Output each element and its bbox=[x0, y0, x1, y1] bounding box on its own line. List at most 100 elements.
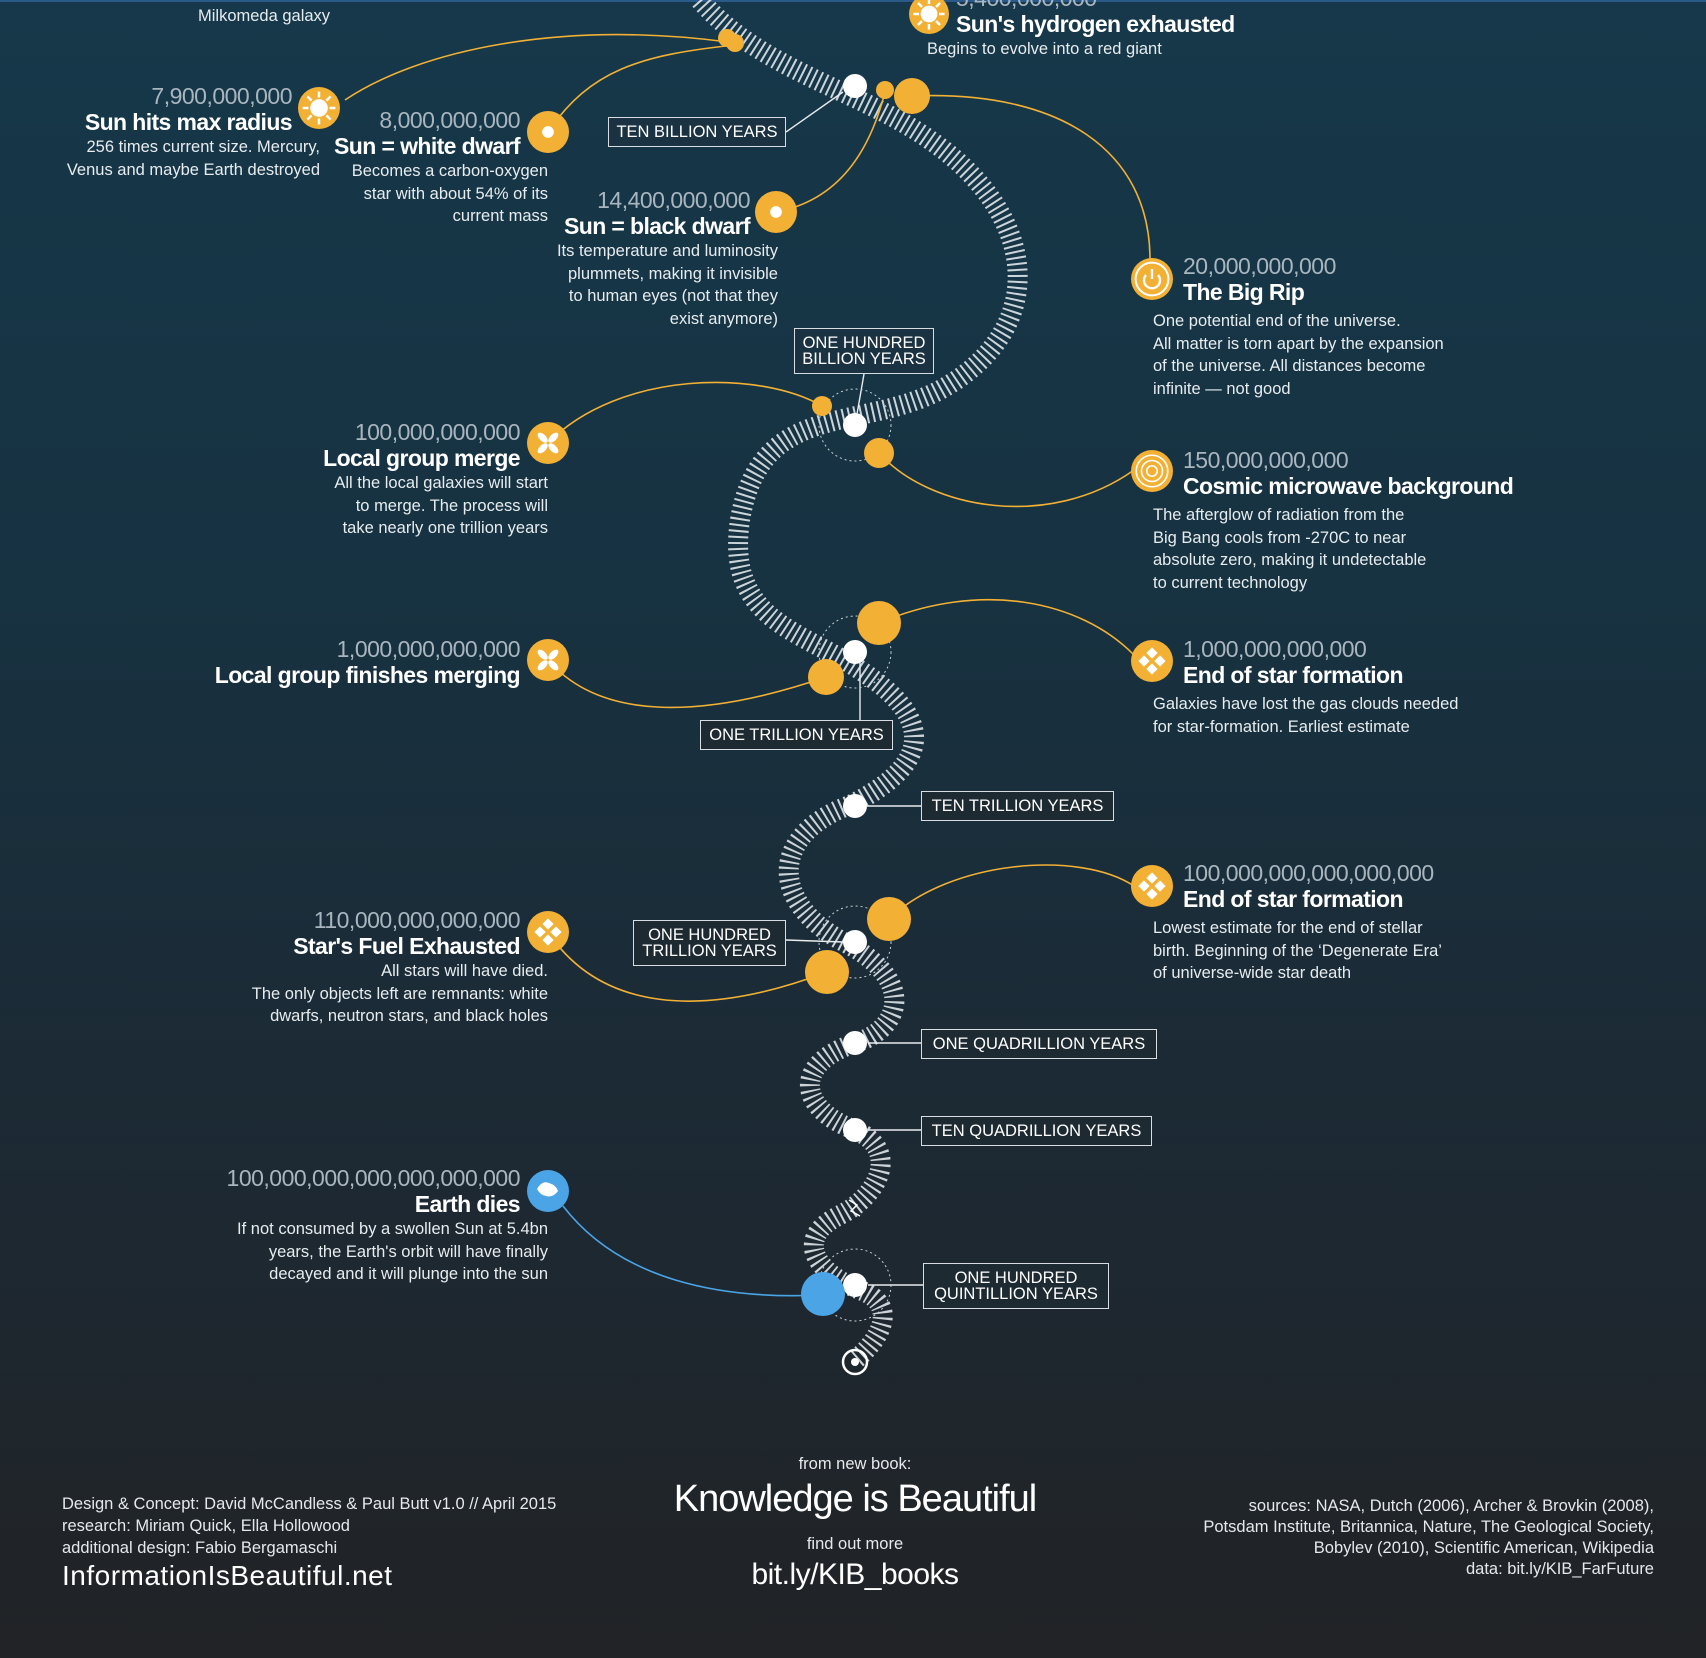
event-end-star-formation-lowest: 100,000,000,000,000,000 End of star form… bbox=[1153, 860, 1442, 983]
local-group-merge-icon bbox=[527, 422, 569, 464]
event-dot-5 bbox=[864, 438, 894, 468]
event-hydrogen-exhausted: 5,400,000,000 Sun's hydrogen exhausted B… bbox=[927, 0, 1235, 58]
milestone-hundred-quintillion: ONE HUNDRED QUINTILLION YEARS bbox=[923, 1263, 1109, 1309]
local-group-merge-icon-petal-1 bbox=[537, 443, 548, 454]
local-group-finishes-icon-petal-0 bbox=[548, 660, 559, 671]
data-link[interactable]: data: bit.ly/KIB_FarFuture bbox=[1465, 1560, 1654, 1578]
milestone-ten-quadrillion: TEN QUADRILLION YEARS bbox=[921, 1116, 1152, 1146]
earth-dies-icon bbox=[527, 1170, 569, 1212]
stars-fuel-icon-diamond-3 bbox=[534, 926, 546, 938]
hydrogen-exhausted-icon-ray-3 bbox=[917, 20, 923, 26]
event-end-star-formation-earliest: 1,000,000,000,000 End of star formation … bbox=[1153, 636, 1459, 736]
credits: Design & Concept: David McCandless & Pau… bbox=[62, 1495, 557, 1591]
milestone-node-4 bbox=[843, 930, 867, 954]
milestone-hundred-billion: ONE HUNDRED BILLION YEARS bbox=[794, 328, 934, 374]
local-group-finishes-icon-petal-1 bbox=[537, 660, 548, 671]
milestone-node-0 bbox=[843, 74, 867, 98]
node-ring-2 bbox=[818, 905, 892, 979]
cmb-icon-ring-0 bbox=[1135, 454, 1169, 488]
milestone-node-2 bbox=[843, 640, 867, 664]
local-group-merge-icon-petal-0 bbox=[548, 443, 559, 454]
big-rip-icon bbox=[1131, 258, 1173, 300]
max-radius-icon bbox=[298, 87, 340, 129]
end-star-formation-icon-1-diamond-3 bbox=[1138, 655, 1150, 667]
end-star-formation-icon-2-diamond-0 bbox=[1146, 872, 1158, 884]
node-ring-0 bbox=[818, 388, 892, 462]
milestone-node-3 bbox=[843, 794, 867, 818]
node-ring-1 bbox=[818, 615, 892, 689]
max-radius-icon-ray-7 bbox=[325, 95, 332, 102]
hydrogen-exhausted-icon-core bbox=[920, 5, 938, 23]
milestone-node-6 bbox=[843, 1118, 867, 1142]
galaxy-label: Milkomeda galaxy bbox=[198, 7, 331, 25]
local-group-finishes-icon-bg bbox=[527, 639, 569, 681]
milestone-node-1 bbox=[843, 413, 867, 437]
connector-earth-dies bbox=[562, 1205, 824, 1297]
end-star-formation-icon-2-bg bbox=[1131, 865, 1173, 907]
event-dot-6 bbox=[857, 601, 901, 645]
earth-dot bbox=[801, 1272, 845, 1316]
local-group-finishes-icon-petal-3 bbox=[548, 649, 559, 660]
connector-cmb bbox=[878, 452, 1135, 508]
max-radius-icon-ray-3 bbox=[306, 114, 313, 121]
event-big-rip: 20,000,000,000 The Big Rip One potential… bbox=[1153, 253, 1444, 398]
milestone-one-quadrillion: ONE QUADRILLION YEARS bbox=[921, 1029, 1157, 1059]
connector-end-star-formation-1 bbox=[878, 598, 1135, 656]
event-white-dwarf: 8,000,000,000 Sun = white dwarf Becomes … bbox=[334, 107, 548, 226]
event-local-group-merge: 100,000,000,000 Local group merge All th… bbox=[323, 419, 548, 538]
book-link[interactable]: bit.ly/KIB_books bbox=[751, 1558, 959, 1591]
end-star-formation-icon-2 bbox=[1131, 865, 1173, 907]
milestone-one-trillion: ONE TRILLION YEARS bbox=[700, 720, 893, 750]
connector-local-group-finishes bbox=[547, 659, 827, 709]
milestone-leader-0 bbox=[785, 91, 844, 133]
event-dot-4 bbox=[812, 396, 832, 416]
hydrogen-exhausted-icon-ray-7 bbox=[935, 2, 941, 8]
connector-big-rip bbox=[911, 94, 1151, 261]
event-earth-dies: 100,000,000,000,000,000,000 Earth dies I… bbox=[226, 1165, 548, 1284]
max-radius-icon-core bbox=[310, 99, 328, 117]
site-link[interactable]: InformationIsBeautiful.net bbox=[62, 1560, 393, 1591]
book-promo: from new book: Knowledge is Beautiful fi… bbox=[650, 1455, 1060, 1592]
event-dot-7 bbox=[808, 659, 844, 695]
cmb-icon-ring-1 bbox=[1140, 459, 1164, 483]
end-star-formation-icon-1-diamond-0 bbox=[1146, 647, 1158, 659]
earth-dies-icon-land bbox=[537, 1182, 558, 1197]
milestone-ten-billion: TEN BILLION YEARS bbox=[608, 117, 786, 147]
node-ring-3 bbox=[818, 1248, 892, 1322]
connector-stars-fuel bbox=[547, 931, 828, 1002]
black-dwarf-icon bbox=[755, 191, 797, 233]
hydrogen-exhausted-icon-ray-1 bbox=[935, 20, 941, 26]
milestone-ten-trillion: TEN TRILLION YEARS bbox=[921, 791, 1114, 821]
stars-fuel-icon-diamond-2 bbox=[542, 934, 554, 946]
event-dot-1 bbox=[726, 34, 744, 52]
event-black-dwarf: 14,400,000,000 Sun = black dwarf Its tem… bbox=[556, 187, 778, 328]
sources: sources: NASA, Dutch (2006), Archer & Br… bbox=[1094, 1496, 1654, 1580]
stars-fuel-icon bbox=[527, 911, 569, 953]
end-star-formation-icon-1-diamond-2 bbox=[1146, 663, 1158, 675]
end-star-formation-icon-1-bg bbox=[1131, 640, 1173, 682]
max-radius-icon-ray-5 bbox=[306, 95, 313, 102]
event-dot-3 bbox=[894, 78, 930, 114]
end-star-formation-icon-1 bbox=[1131, 640, 1173, 682]
event-local-group-finishes: 1,000,000,000,000 Local group finishes m… bbox=[214, 636, 521, 689]
local-group-finishes-icon bbox=[527, 639, 569, 681]
connector-max-radius bbox=[344, 33, 729, 101]
end-star-formation-icon-2-diamond-2 bbox=[1146, 888, 1158, 900]
top-border bbox=[0, 0, 1706, 2]
milestone-node-5 bbox=[843, 1031, 867, 1055]
end-target-center bbox=[851, 1358, 859, 1366]
event-dot-9 bbox=[805, 950, 849, 994]
hydrogen-exhausted-icon bbox=[909, 0, 949, 34]
cmb-icon-bg bbox=[1131, 450, 1173, 492]
local-group-merge-icon-petal-3 bbox=[548, 432, 559, 443]
end-star-formation-icon-2-diamond-3 bbox=[1138, 880, 1150, 892]
cmb-icon bbox=[1131, 450, 1173, 492]
cmb-icon-ring-2 bbox=[1145, 464, 1159, 478]
big-rip-icon-arc bbox=[1142, 274, 1162, 290]
stars-fuel-icon-bg bbox=[527, 911, 569, 953]
connector-white-dwarf bbox=[547, 44, 736, 133]
milestone-leader-1 bbox=[856, 373, 865, 415]
white-dwarf-icon-core bbox=[542, 126, 554, 138]
milestone-hundred-trillion: ONE HUNDRED TRILLION YEARS bbox=[633, 920, 786, 966]
